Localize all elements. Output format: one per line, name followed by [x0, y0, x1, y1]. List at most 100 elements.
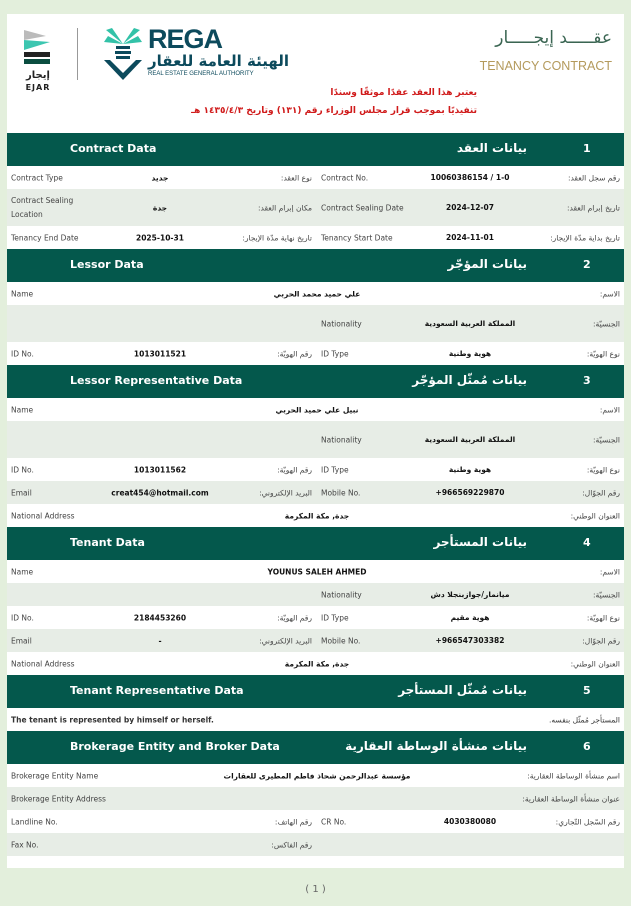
field-label: رقم الفاكس: [271, 840, 312, 849]
field-label: Nationality [321, 590, 362, 599]
field-label: رقم الهويّة: [277, 465, 312, 474]
logo-divider [77, 28, 78, 80]
rega-logo-sub: REAL ESTATE GENERAL AUTHORITY [148, 71, 254, 77]
field-label: ID Type [321, 349, 349, 358]
field-label: Name [11, 567, 34, 576]
field-label: The tenant is represented by himself or … [11, 715, 214, 724]
section-title-ar: بيانات العقد [456, 141, 527, 155]
field-value: مؤسسة عبدالرحمن شحاذ فاطم المطيرى للعقار… [223, 771, 411, 780]
field-label: Tenancy Start Date [321, 233, 393, 242]
section-header: Lessor Representative Data بيانات مُمثّل … [7, 365, 624, 398]
field-value: 1013011562 [133, 465, 187, 474]
field-label: البريد الإلكتروني: [259, 636, 312, 645]
section-title-en: Tenant Representative Data [70, 684, 244, 697]
data-row: Brokerage Entity Name اسم منشأة الوساطة ا… [7, 764, 624, 787]
field-label: Contract Sealing Date [321, 203, 404, 212]
field-label: Email [11, 636, 32, 645]
field-value: علي حميد محمد الحربي [273, 289, 361, 298]
data-row: Name الاسم: نبيل علي حميد الحربي [7, 398, 624, 421]
data-row: ID No. 2184453260 رقم الهويّة: ID Type هوية … [7, 606, 624, 629]
field-label: اسم منشأة الوساطة العقارية: [527, 771, 620, 780]
rega-palm-icon [104, 28, 142, 80]
field-label: رقم الهاتف: [274, 817, 312, 826]
field-value: 4030380080 [443, 816, 497, 826]
field-label: العنوان الوطني: [570, 659, 620, 668]
field-value: جدة, مكة المكرمة [284, 659, 350, 668]
section-title-en: Brokerage Entity and Broker Data [70, 740, 280, 753]
field-label: رقم السّجل التّجاري: [555, 817, 620, 826]
field-label: رقم الجوّال: [582, 636, 620, 645]
section-title-en: Tenant Data [70, 536, 145, 549]
section-title-ar: بيانات المؤجّر [447, 257, 527, 271]
field-label: تاريخ بداية مدّة الإيجار: [550, 233, 620, 242]
field-label: رقم الجوّال: [582, 488, 620, 497]
field-value: +966569229870 [435, 487, 505, 497]
section-title-en: Lessor Data [70, 258, 144, 271]
field-label: ID No. [11, 613, 34, 622]
field-label: National Address [11, 659, 75, 668]
field-value: 2024-12-07 [446, 202, 494, 212]
field-value: 10060386154 / 1-0 [430, 172, 510, 182]
field-label: نوع الهويّة: [586, 465, 620, 474]
field-label: الاسم: [599, 567, 620, 576]
field-label: ID Type [321, 465, 349, 474]
ejar-logo-icon [24, 30, 50, 64]
field-label: Email [11, 488, 32, 497]
data-row: Contract Sealing Location جدة مكان إبرام ا… [7, 189, 624, 226]
field-label: العنوان الوطني: [570, 511, 620, 520]
field-label: الاسم: [599, 289, 620, 298]
field-value: YOUNUS SALEH AHMED [267, 567, 367, 576]
field-label: Fax No. [11, 840, 39, 849]
field-label: رقم سجل العقد: [567, 173, 620, 182]
data-row: Brokerage Entity Address عنوان منشأة الوس… [7, 787, 624, 810]
section-number: 4 [583, 536, 591, 549]
field-label: Mobile No. [321, 636, 361, 645]
data-row: Name الاسم: علي حميد محمد الحربي [7, 282, 624, 305]
section-number: 1 [583, 142, 591, 155]
ejar-logo-en: EJAR [25, 83, 51, 92]
section-number: 2 [583, 258, 591, 271]
field-label: الاسم: [599, 405, 620, 414]
rega-logo-ar: الهيئة العامة للعقار [148, 52, 290, 70]
data-row: The tenant is represented by himself or … [7, 708, 624, 731]
field-label: مكان إبرام العقد: [257, 203, 312, 212]
field-value: المملكة العربية السعودية [424, 434, 516, 444]
field-label: رقم الهويّة: [277, 613, 312, 622]
section-header: Brokerage Entity and Broker Data بيانات م… [7, 731, 624, 764]
data-row: ID No. 1013011521 رقم الهويّة: ID Type هوية … [7, 342, 624, 365]
field-label: ID Type [321, 613, 349, 622]
field-label: Landline No. [11, 817, 58, 826]
field-value: - [158, 636, 162, 645]
rega-logo-en: REGA [148, 24, 223, 54]
field-label: ID No. [11, 465, 34, 474]
legal-note-line2: تنفيذيًا بموجب قرار مجلس الوزراء رقم (١٣… [191, 106, 477, 116]
field-value: +966547303382 [435, 635, 505, 645]
field-value: هوية وطنية [448, 464, 492, 474]
document-title-ar: عقـــــد إيجـــــار [495, 28, 612, 48]
ejar-logo-ar: إيجار [26, 70, 50, 81]
legal-note-line1: يعتبر هذا العقد عقدًا موثقًا وسندًا [330, 88, 477, 98]
field-value: جديد [151, 173, 169, 182]
section-number: 3 [583, 374, 591, 387]
section-number: 6 [583, 740, 591, 753]
section-header: Contract Data بيانات العقد 1 [7, 133, 624, 166]
data-row: Email - البريد الإلكتروني: Mobile No. +96654… [7, 629, 624, 652]
data-row: Contract Type جديد نوع العقد: Contract No. 1… [7, 166, 624, 189]
section-number: 5 [583, 684, 591, 697]
field-label: Contract Sealing Location [11, 195, 74, 219]
section-title-ar: بيانات المستأجر [433, 535, 527, 549]
field-label: Brokerage Entity Address [11, 794, 106, 803]
field-value: نبيل علي حميد الحربي [275, 405, 359, 414]
field-label: Nationality [321, 435, 362, 444]
data-row: Nationality المملكة العربية السعودية الجنس… [7, 421, 624, 458]
data-row: Fax No. رقم الفاكس: [7, 833, 624, 856]
field-value: creat454@hotmail.com [111, 488, 209, 497]
field-label: نوع العقد: [280, 173, 312, 182]
field-label: Contract Type [11, 173, 63, 182]
page-number: ( 1 ) [305, 884, 326, 895]
field-value: 2024-11-01 [446, 232, 494, 242]
field-value: 1013011521 [133, 349, 187, 358]
field-value: 2184453260 [133, 613, 187, 622]
section-header: Tenant Representative Data بيانات مُمثّل … [7, 675, 624, 708]
field-label: الجنسيّة: [593, 590, 620, 599]
